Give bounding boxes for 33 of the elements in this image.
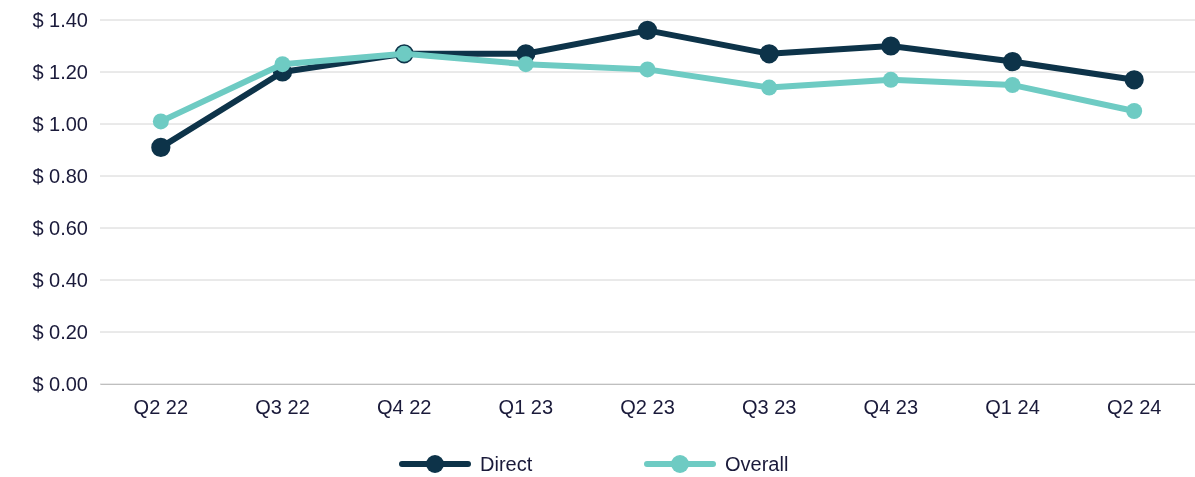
- x-tick-label: Q3 22: [255, 396, 310, 419]
- point: [1004, 77, 1021, 93]
- y-tick-label: $ 0.80: [32, 164, 88, 187]
- y-tick-label: $ 1.20: [32, 60, 88, 83]
- point: [274, 56, 291, 73]
- x-tick-label: Q4 23: [863, 396, 919, 419]
- point: [881, 36, 901, 56]
- y-tick-label: $ 1.00: [32, 112, 88, 135]
- point: [151, 137, 171, 157]
- x-tick-label: Q4 22: [376, 396, 432, 419]
- legend-label: Overall: [725, 453, 789, 475]
- x-tick-label: Q2 22: [133, 396, 189, 419]
- point: [637, 20, 658, 40]
- point: [639, 61, 656, 78]
- x-tick-label: Q2 24: [1106, 396, 1162, 419]
- point: [1124, 70, 1144, 90]
- point: [152, 113, 169, 130]
- x-tick-label: Q1 24: [985, 396, 1040, 419]
- y-tick-label: $ 0.20: [32, 320, 88, 343]
- y-tick-label: $ 0.00: [32, 372, 88, 395]
- y-tick-label: $ 0.60: [32, 216, 88, 239]
- point: [1126, 103, 1143, 119]
- point: [882, 71, 899, 88]
- legend-label: Direct: [480, 453, 533, 475]
- y-tick-label: $ 1.40: [32, 8, 88, 31]
- x-tick-label: Q3 23: [741, 396, 797, 419]
- x-tick-label: Q1 23: [498, 396, 554, 419]
- point: [517, 56, 534, 73]
- point: [759, 44, 779, 64]
- point: [761, 79, 778, 96]
- y-tick-label: $ 0.40: [32, 268, 88, 291]
- x-tick-label: Q2 23: [620, 396, 675, 419]
- point: [1002, 52, 1023, 72]
